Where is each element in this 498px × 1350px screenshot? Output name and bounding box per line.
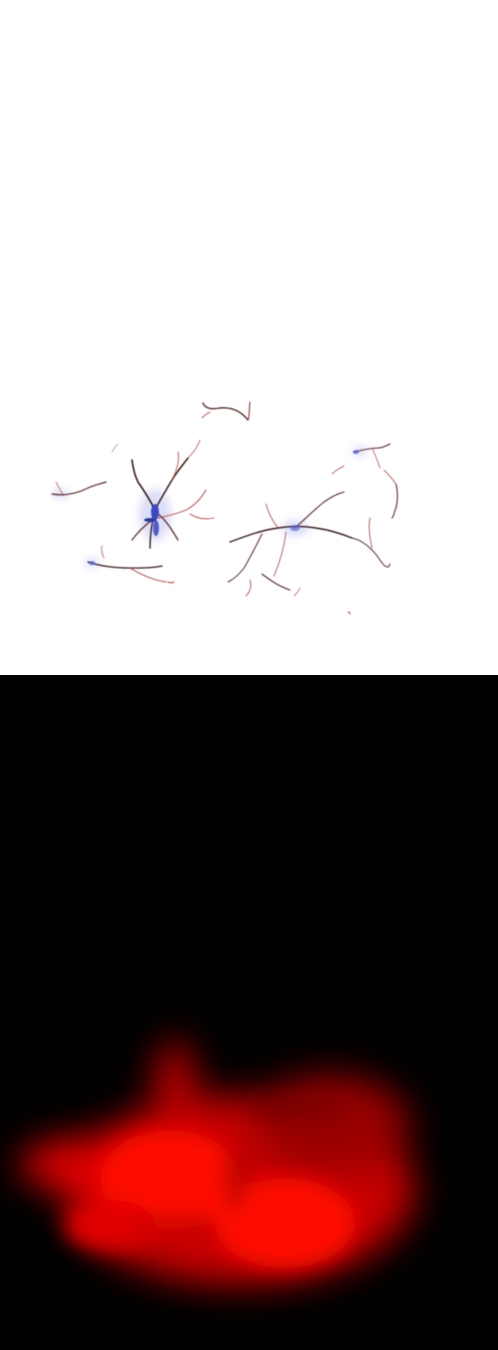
red-fluorescence-image xyxy=(20,1040,415,1285)
neuron-stain-image xyxy=(51,401,399,615)
neuron-branches xyxy=(51,401,399,615)
stain-haze xyxy=(52,446,368,568)
bottom-panel xyxy=(0,675,498,1350)
top-panel xyxy=(51,401,399,615)
red-glow xyxy=(20,1040,415,1285)
soma-blue xyxy=(89,450,359,565)
